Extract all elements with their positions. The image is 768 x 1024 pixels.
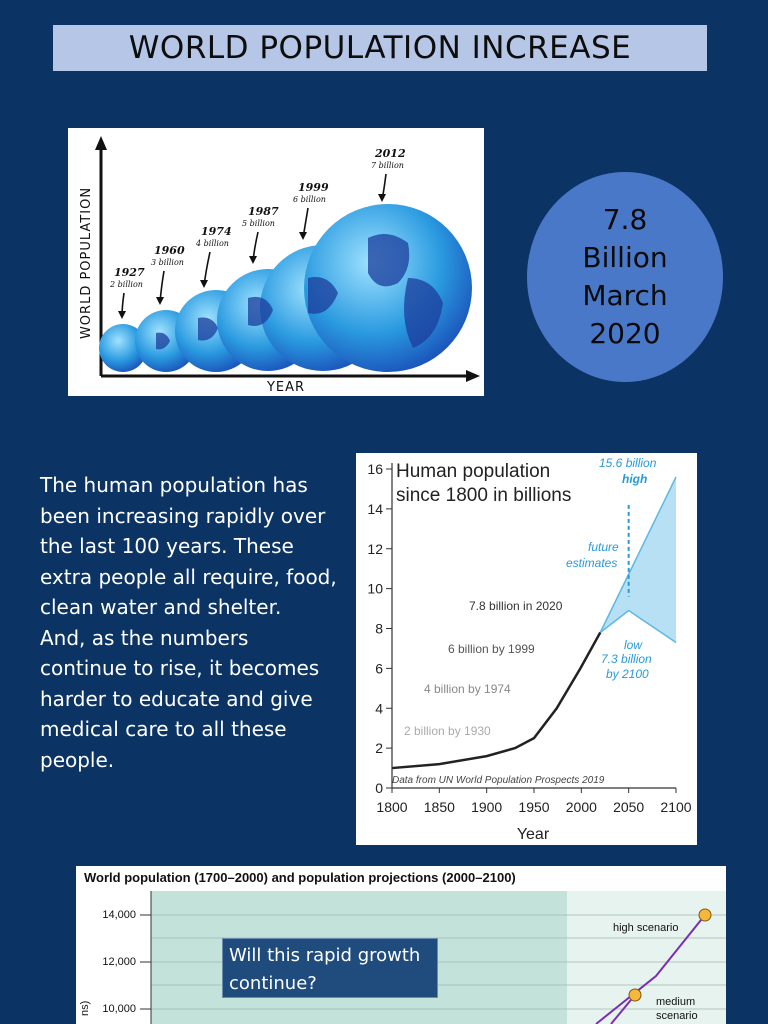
annot-low-year: by 2100 [606, 667, 649, 681]
annot-1974: 4 billion by 1974 [424, 682, 511, 696]
projection-band [600, 476, 676, 643]
circle-line-2: Billion [582, 241, 668, 274]
globes-y-label: WORLD POPULATION [79, 187, 94, 339]
line-chart-title-1: Human population [396, 461, 550, 482]
annot-high-value: 15.6 billion [599, 456, 657, 470]
ytick-14000: 14,000 [102, 909, 136, 921]
population-circle: 7.8 Billion March 2020 [527, 172, 723, 382]
high-scenario-point [698, 908, 712, 922]
y-tick-label: 14 [367, 501, 383, 517]
x-tick-label: 1900 [471, 799, 502, 815]
ytick-12000: 12,000 [102, 956, 136, 968]
annot-1999: 6 billion by 1999 [448, 642, 535, 656]
globe-pop-1987: 5 billion [242, 219, 275, 228]
circle-line-1: 7.8 [602, 203, 648, 236]
globes-illustration: WORLD POPULATION YEAR 1927 2 billion 196… [68, 128, 484, 396]
projection-high-line [599, 476, 677, 633]
y-tick-label: 2 [375, 740, 383, 756]
projection-low-line [599, 609, 677, 644]
y-tick-label: 0 [375, 780, 383, 796]
y-tick-label: 10 [367, 581, 383, 597]
line-chart-svg: 0 2 4 6 8 10 12 14 16 1800 1850 1900 1950 2000 2050 210… [367, 456, 691, 843]
y-tick-label: 4 [375, 700, 383, 716]
chart-source: Data from UN World Population Prospects … [392, 775, 605, 786]
body-text: The human population has been increasing… [40, 470, 340, 775]
label-medium-1: medium [656, 996, 695, 1008]
annot-high: high [622, 472, 647, 486]
page-title: WORLD POPULATION INCREASE [53, 25, 707, 71]
globes-x-label: YEAR [266, 380, 305, 395]
annot-future-1: future [588, 540, 619, 554]
x-tick-label: 1950 [518, 799, 549, 815]
projection-chart-ylabel: ns) [79, 1001, 91, 1016]
globe-year-1987: 1987 [248, 205, 279, 218]
globe-1927 [99, 324, 147, 372]
annot-low: low [624, 638, 643, 652]
line-chart-xlabel: Year [517, 826, 550, 843]
annot-2020: 7.8 billion in 2020 [469, 599, 563, 613]
globe-pop-2012: 7 billion [371, 161, 404, 170]
growth-question-callout: Will this rapid growth continue? [222, 938, 438, 998]
x-tick-label: 1850 [424, 799, 455, 815]
x-tick-label: 2050 [613, 799, 644, 815]
x-tick-label: 1800 [376, 799, 407, 815]
projection-chart-title: World population (1700–2000) and populat… [84, 870, 516, 885]
medium-scenario-point [628, 988, 642, 1002]
label-high-scenario: high scenario [613, 922, 678, 934]
circle-line-3: March [582, 279, 668, 312]
globe-pop-1927: 2 billion [109, 280, 143, 289]
globe-year-2012: 2012 [374, 147, 406, 160]
label-medium-2: scenario [656, 1010, 698, 1022]
annot-future-2: estimates [566, 556, 617, 570]
circle-line-4: 2020 [589, 317, 661, 350]
y-tick-label: 12 [367, 541, 383, 557]
y-tick-label: 16 [367, 461, 383, 477]
y-tick-label: 8 [375, 621, 383, 637]
globe-year-1999: 1999 [298, 181, 329, 194]
y-tick-label: 6 [375, 660, 383, 676]
ytick-10000: 10,000 [102, 1003, 136, 1015]
globes-svg: WORLD POPULATION YEAR 1927 2 billion 196… [79, 136, 480, 395]
annot-low-value: 7.3 billion [601, 652, 652, 666]
population-line-chart: 0 2 4 6 8 10 12 14 16 1800 1850 1900 1950 2000 2050 210… [356, 453, 697, 845]
globe-pop-1960: 3 billion [151, 258, 184, 267]
population-series-line [391, 631, 602, 770]
globe-year-1927: 1927 [114, 266, 145, 279]
body-paragraph-1: The human population has been increasing… [40, 473, 337, 619]
line-chart-title-2: since 1800 in billions [396, 485, 571, 506]
globe-pop-1974: 4 billion [195, 239, 229, 248]
body-paragraph-2: And, as the numbers continue to rise, it… [40, 625, 320, 772]
high-scenario-line [595, 914, 706, 1024]
annot-1930: 2 billion by 1930 [404, 724, 491, 738]
globe-pop-1999: 6 billion [293, 195, 326, 204]
globe-year-1974: 1974 [201, 225, 232, 238]
x-tick-label: 2100 [660, 799, 691, 815]
globe-year-1960: 1960 [154, 244, 185, 257]
x-tick-label: 2000 [566, 799, 597, 815]
